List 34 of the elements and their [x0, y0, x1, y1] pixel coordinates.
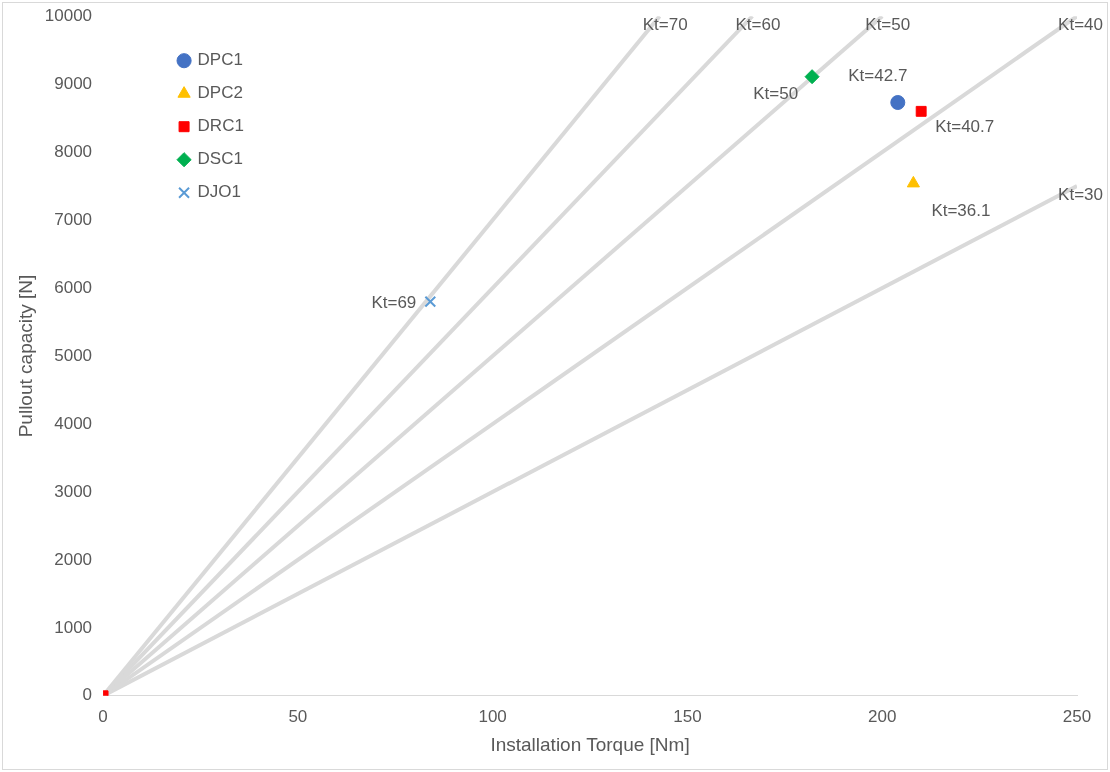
legend-label: DRC1: [197, 116, 244, 136]
x-tick-label: 150: [673, 706, 702, 726]
y-tick-label: 3000: [54, 481, 93, 501]
legend-label: DPC1: [197, 50, 243, 70]
series-label: Kt=60: [735, 14, 781, 34]
series-label: Kt=50: [865, 14, 911, 34]
y-tick-label: 0: [82, 685, 93, 705]
y-tick-label: 9000: [54, 73, 93, 93]
legend-label: DPC2: [197, 83, 243, 103]
legend-label: DJO1: [197, 182, 242, 202]
annotation: Kt=40.7: [935, 117, 995, 137]
series-label: Kt=40: [1058, 14, 1103, 34]
y-tick-label: 1000: [54, 617, 93, 637]
y-tick-label: 4000: [54, 413, 93, 433]
y-tick-label: 7000: [54, 209, 93, 229]
annotation: Kt=69: [371, 293, 417, 313]
y-tick-label: 10000: [44, 5, 93, 25]
annotation: Kt=42.7: [848, 66, 908, 86]
x-tick-label: 100: [478, 706, 507, 726]
y-tick-label: 6000: [54, 277, 93, 297]
series-label: Kt=30: [1058, 184, 1103, 204]
y-tick-label: 5000: [54, 345, 93, 365]
x-tick-label: 200: [868, 706, 897, 726]
legend-label: DSC1: [197, 149, 243, 169]
y-axis-title: Pullout capacity [N]: [14, 274, 36, 438]
annotation: Kt=36.1: [931, 201, 991, 221]
annotation: Kt=50: [753, 84, 799, 104]
x-tick-label: 50: [288, 706, 308, 726]
x-tick-label: 0: [98, 706, 108, 726]
x-axis-title: Installation Torque [Nm]: [490, 733, 690, 755]
x-tick-label: 250: [1062, 706, 1092, 726]
y-tick-label: 2000: [54, 549, 93, 569]
y-tick-label: 8000: [54, 141, 93, 161]
series-label: Kt=70: [642, 14, 688, 34]
